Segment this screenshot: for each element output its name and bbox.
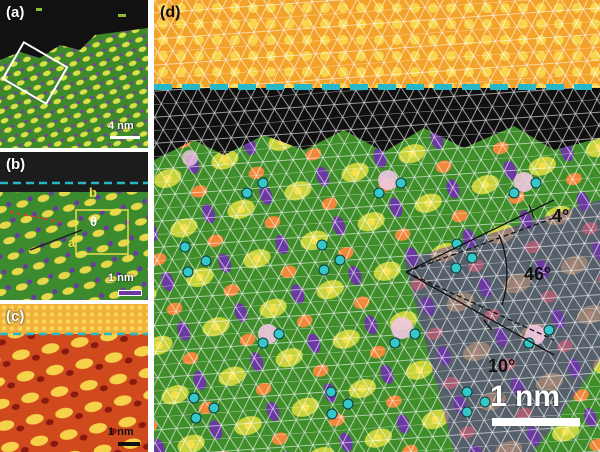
angle-top-label: 4° xyxy=(552,206,570,226)
angle-construction xyxy=(405,199,555,356)
panel-d-scale-bar xyxy=(492,418,580,426)
selection-box xyxy=(1,40,69,106)
angle-mid-label: 46° xyxy=(524,264,552,284)
panel-a-scale-label: 4 nm xyxy=(108,120,134,132)
vector-a-label: a xyxy=(68,235,76,250)
panel-c-image xyxy=(0,304,148,452)
angle-bottom-label: 10° xyxy=(488,356,516,376)
panel-a-label: (a) xyxy=(6,4,25,21)
panel-b-scale-label: 1 nm xyxy=(108,272,134,284)
panel-d-label: (d) xyxy=(160,4,181,21)
vector-b-label: b xyxy=(89,185,97,200)
panel-d: (d) 4° 46° 10° 1 nm xyxy=(154,0,600,452)
panel-c-label: (c) xyxy=(6,308,25,325)
panel-d-scale-label: 1 nm xyxy=(490,380,561,413)
panel-b-scale-bar xyxy=(118,290,142,296)
panel-a-scale-bar xyxy=(110,136,140,139)
panel-b-label: (b) xyxy=(6,156,26,173)
panel-b-image xyxy=(0,152,148,300)
panel-d-image xyxy=(154,0,600,452)
panel-c: (c) 1 nm xyxy=(0,304,148,452)
angle-theta-label: θ xyxy=(90,214,98,229)
atom-markers xyxy=(179,177,555,424)
panel-a: (a) 4 nm xyxy=(0,0,148,148)
panel-c-scale-label: 1 nm xyxy=(108,426,134,438)
vector-a-line xyxy=(29,229,83,251)
panel-a-image xyxy=(0,0,148,148)
panel-b: (b) b θ a 1 nm xyxy=(0,152,148,300)
panel-c-scale-bar xyxy=(118,442,140,446)
